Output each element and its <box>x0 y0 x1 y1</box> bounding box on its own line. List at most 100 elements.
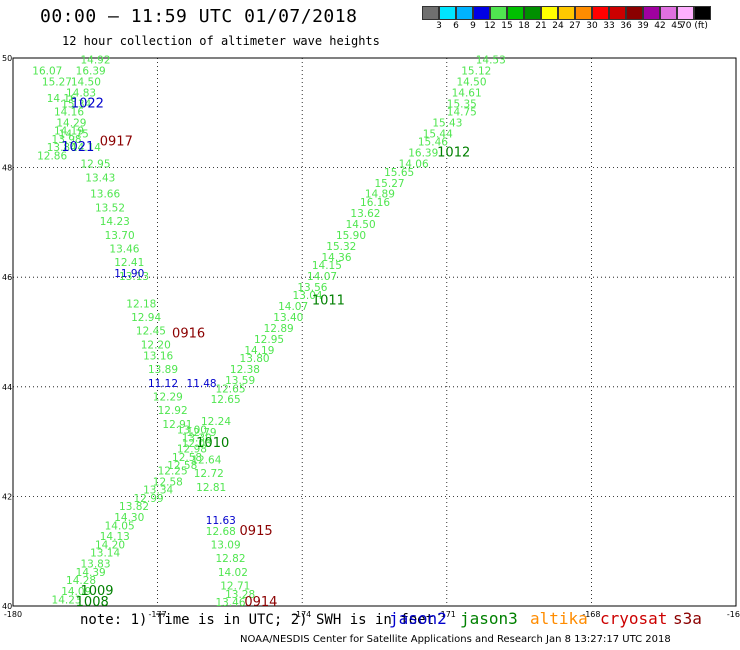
wave-height-value: 14.75 <box>447 107 477 119</box>
wave-height-value: 12.65 <box>211 394 241 406</box>
lon-tick-label: -180 <box>4 610 22 619</box>
wave-height-value: 12.99 <box>134 493 164 505</box>
pass-time-label: 1009 <box>80 584 113 599</box>
wave-height-value: 14.61 <box>452 87 482 99</box>
wave-height-value: 12.58 <box>153 476 183 488</box>
wave-height-value: 12.89 <box>264 323 294 335</box>
lat-tick-label: 48 <box>2 164 12 173</box>
color-scale-label: 30 <box>586 21 598 31</box>
wave-height-value: 12.29 <box>153 392 183 404</box>
color-scale-label: 70 (ft) <box>680 21 708 31</box>
color-swatch-8 <box>558 6 575 20</box>
wave-height-value: 14.20 <box>95 539 125 551</box>
wave-height-value: 12.64 <box>191 455 221 467</box>
wave-height-value: 12.94 <box>131 312 161 324</box>
wave-height-value: 12.68 <box>206 526 236 538</box>
wave-height-value: 15.90 <box>336 230 366 242</box>
wave-height-value: 14.83 <box>66 87 96 99</box>
wave-height-value: 14.89 <box>365 189 395 201</box>
color-scale-label: 36 <box>620 21 632 31</box>
wave-height-value: 13.30 <box>182 433 212 445</box>
wave-height-value: 13.14 <box>90 548 120 560</box>
wave-height-value: 14.16 <box>54 107 84 119</box>
color-swatch-5 <box>507 6 524 20</box>
pass-time-label: 0914 <box>244 595 277 610</box>
wave-height-value: 12.95 <box>254 334 284 346</box>
wave-height-value: 13.82 <box>119 501 149 513</box>
color-scale-label: 9 <box>470 21 476 31</box>
wave-height-value: 14.75 <box>59 128 89 140</box>
color-scale-label: 3 <box>436 21 442 31</box>
color-scale-label: 21 <box>535 21 547 31</box>
wave-height-value: 14.14 <box>71 142 101 154</box>
lat-tick-label: 46 <box>2 273 12 282</box>
wave-height-value: 14.19 <box>54 126 84 138</box>
wave-height-value: 14.50 <box>346 219 376 231</box>
wave-height-value: 16.39 <box>408 148 438 160</box>
color-swatch-0 <box>422 6 439 20</box>
pass-time-label: 1011 <box>312 294 345 309</box>
color-swatch-9 <box>575 6 592 20</box>
legend-cryosat: cryosat <box>600 609 668 628</box>
wave-height-value: 13.70 <box>105 230 135 242</box>
color-swatch-6 <box>524 6 541 20</box>
color-swatch-10 <box>592 6 609 20</box>
wave-height-value: 12.03 <box>182 438 212 450</box>
wave-height-value: 14.05 <box>105 520 135 532</box>
units-note: note: 1) Time is in UTC; 2) SWH is in fe… <box>80 612 435 628</box>
wave-height-value: 16.07 <box>32 65 62 77</box>
wave-height-value: 13.34 <box>143 485 173 497</box>
wave-height-value: 15.27 <box>42 76 72 88</box>
wave-height-value: 15.32 <box>326 241 356 253</box>
wave-height-value: 12.18 <box>126 298 156 310</box>
color-swatch-11 <box>609 6 626 20</box>
wave-height-value: 14.13 <box>100 531 130 543</box>
wave-height-value: 12.38 <box>230 364 260 376</box>
wave-height-value-jason2: 11.48 <box>187 378 217 390</box>
lon-tick-label: -177 <box>149 610 167 619</box>
lat-tick-label: 42 <box>2 492 12 501</box>
wave-height-value: 13.09 <box>211 539 241 551</box>
wave-height-value: 12.79 <box>187 427 217 439</box>
lat-tick-label: 44 <box>2 383 12 392</box>
wave-height-value: 14.28 <box>66 575 96 587</box>
wave-height-value: 14.30 <box>114 512 144 524</box>
color-scale-label: 15 <box>501 21 513 31</box>
wave-height-value: 14.07 <box>278 301 308 313</box>
lon-tick-label: -168 <box>582 610 600 619</box>
wave-height-value: 13.46 <box>109 244 139 256</box>
wave-height-value: 12.71 <box>220 581 250 593</box>
page-subtitle: 12 hour collection of altimeter wave hei… <box>62 34 380 48</box>
wave-height-value: 12.41 <box>114 257 144 269</box>
wave-height-value: 12.72 <box>194 468 224 480</box>
wave-height-value: 14.53 <box>476 54 506 66</box>
wave-height-value: 13.84 <box>47 142 77 154</box>
wave-height-value: 13.28 <box>225 589 255 601</box>
color-swatch-13 <box>643 6 660 20</box>
wave-height-value: 12.98 <box>177 444 207 456</box>
wave-height-value: 13.59 <box>225 375 255 387</box>
wave-height-value: 12.20 <box>141 339 171 351</box>
wave-height-value: 15.27 <box>375 178 405 190</box>
wave-height-value: 14.06 <box>399 159 429 171</box>
wave-height-value: 15.46 <box>418 137 448 149</box>
wave-height-value: 14.92 <box>80 54 110 66</box>
wave-height-value: 15.65 <box>384 167 414 179</box>
wave-height-value: 13.98 <box>52 134 82 146</box>
wave-height-value: 12.82 <box>215 553 245 565</box>
color-swatch-7 <box>541 6 558 20</box>
color-swatch-15 <box>677 6 694 20</box>
pass-time-label: 1022 <box>71 96 104 111</box>
wave-height-value: 13.16 <box>143 350 173 362</box>
wave-height-value: 14.02 <box>218 567 248 579</box>
wave-height-value: 12.45 <box>136 326 166 338</box>
wave-height-value: 14.19 <box>244 345 274 357</box>
pass-time-label: 1010 <box>196 436 229 451</box>
wave-height-value: 14.29 <box>56 118 86 130</box>
pass-time-label: 1012 <box>437 146 470 161</box>
wave-height-value: 14.16 <box>47 93 77 105</box>
wave-height-value: 13.83 <box>80 559 110 571</box>
legend-jason3: jason3 <box>460 609 518 628</box>
wave-height-value: 12.95 <box>80 159 110 171</box>
